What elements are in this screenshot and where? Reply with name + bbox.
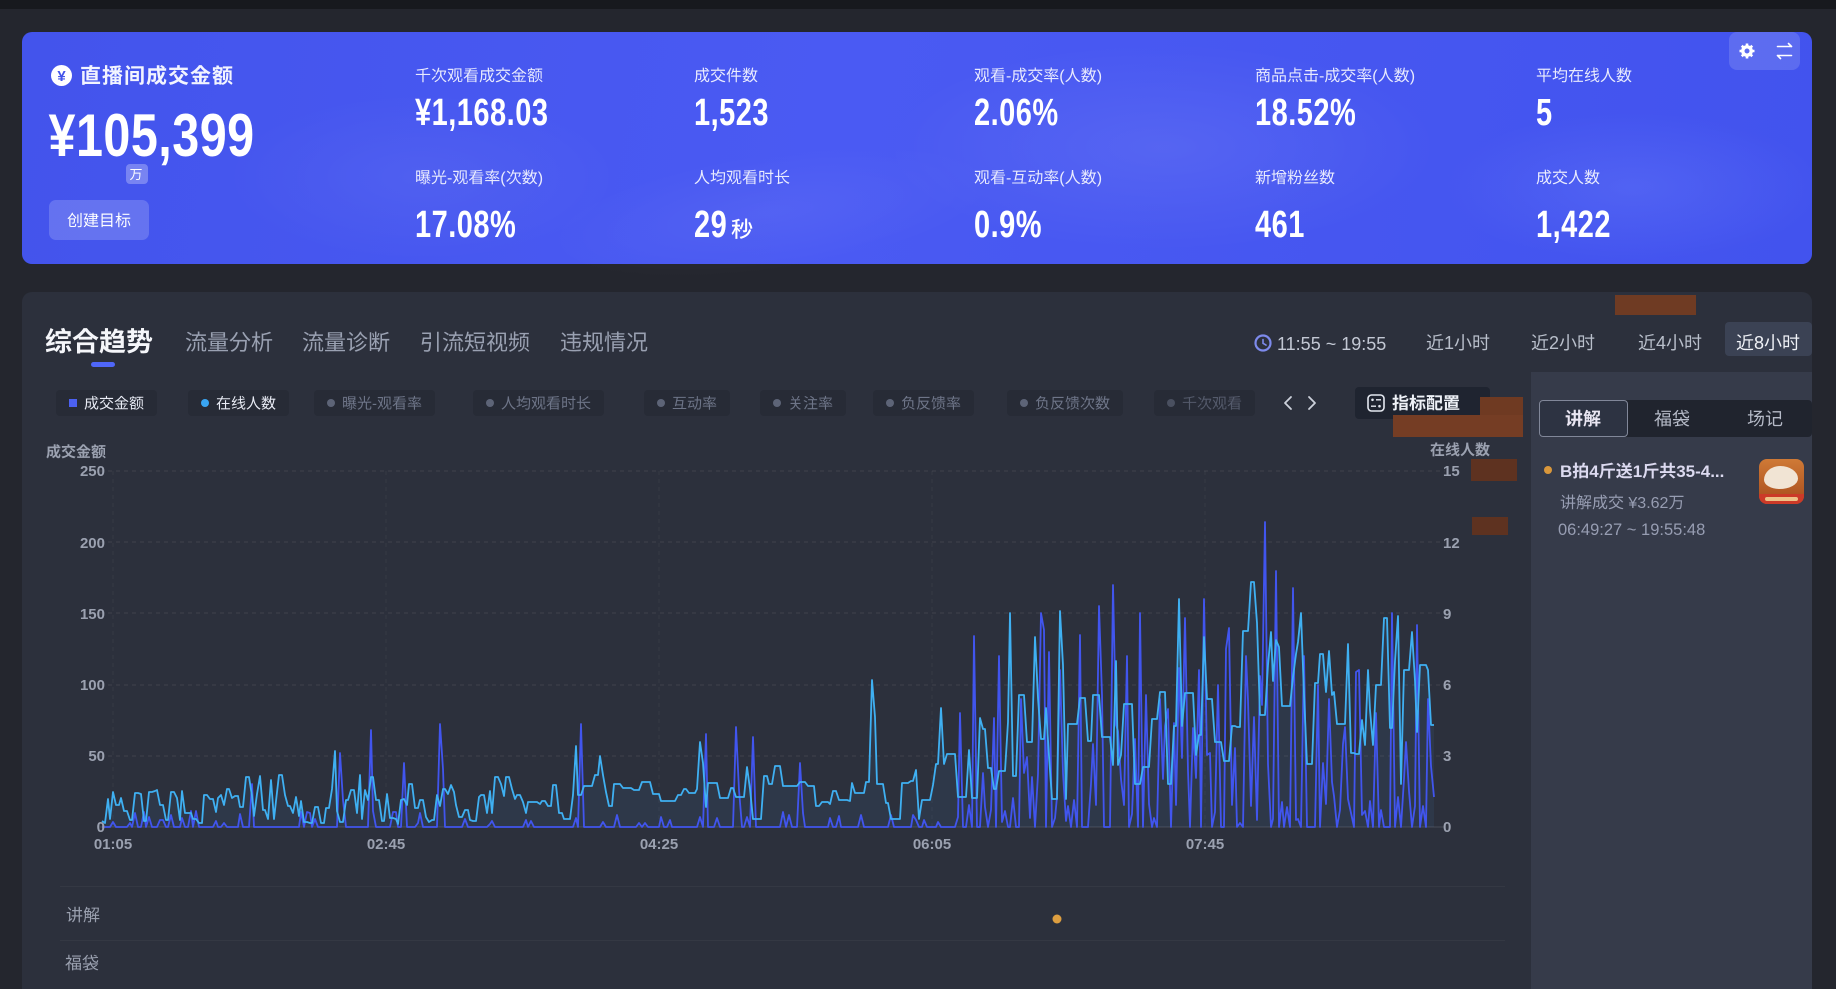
svg-text:1,523: 1,523: [694, 92, 769, 133]
svg-text:¥105,399: ¥105,399: [49, 101, 255, 169]
svg-text:4: 4: [1589, 462, 1599, 481]
svg-text:B: B: [1560, 462, 1572, 481]
svg-text:0: 0: [1443, 819, 1451, 836]
svg-text:1: 1: [1444, 333, 1454, 353]
svg-text:¥: ¥: [57, 68, 66, 85]
svg-text:06:05: 06:05: [913, 836, 951, 853]
svg-text:01:05: 01:05: [94, 836, 132, 853]
svg-text:-: -: [447, 170, 452, 187]
svg-text:5: 5: [1536, 92, 1553, 133]
svg-text:(: (: [1059, 170, 1065, 187]
svg-text:11:55 ~ 19:55: 11:55 ~ 19:55: [1277, 334, 1386, 354]
svg-text:15: 15: [1443, 463, 1460, 480]
svg-text:8: 8: [1754, 333, 1764, 353]
svg-text:06:49:27 ~ 19:55:48: 06:49:27 ~ 19:55:48: [1558, 521, 1705, 539]
svg-text:1: 1: [1633, 462, 1642, 481]
svg-text:3: 3: [1443, 748, 1451, 765]
svg-text:(: (: [1059, 68, 1065, 85]
svg-text:): ): [1097, 170, 1102, 187]
svg-text:(: (: [1372, 68, 1378, 85]
svg-text:250: 250: [80, 463, 105, 480]
svg-text:-: -: [1006, 170, 1011, 187]
svg-text:0.9%: 0.9%: [974, 204, 1042, 245]
svg-text:17.08%: 17.08%: [415, 204, 516, 245]
svg-text:2.06%: 2.06%: [974, 92, 1059, 133]
svg-text:1,422: 1,422: [1536, 204, 1611, 245]
svg-text:¥3.62: ¥3.62: [1627, 495, 1668, 512]
svg-text:18.52%: 18.52%: [1255, 92, 1356, 133]
svg-text:100: 100: [80, 677, 105, 694]
svg-text:-: -: [1319, 68, 1324, 85]
svg-text:9: 9: [1443, 606, 1451, 623]
svg-text:): ): [1097, 68, 1102, 85]
svg-text:35-4...: 35-4...: [1676, 462, 1724, 481]
svg-text:): ): [538, 170, 543, 187]
svg-text:2: 2: [1549, 333, 1559, 353]
svg-text:461: 461: [1255, 204, 1305, 245]
svg-text:6: 6: [1443, 677, 1451, 694]
svg-text:¥1,168.03: ¥1,168.03: [415, 92, 548, 133]
svg-text:04:25: 04:25: [640, 836, 678, 853]
svg-text:29: 29: [694, 204, 727, 245]
svg-text:07:45: 07:45: [1186, 836, 1224, 853]
svg-text:4: 4: [1656, 333, 1666, 353]
svg-text:02:45: 02:45: [367, 836, 405, 853]
svg-text:12: 12: [1443, 535, 1460, 552]
svg-text:-: -: [372, 396, 377, 413]
svg-text:200: 200: [80, 535, 105, 552]
svg-text:150: 150: [80, 606, 105, 623]
svg-text:-: -: [1006, 68, 1011, 85]
svg-text:): ): [1410, 68, 1415, 85]
svg-text:(: (: [500, 170, 506, 187]
svg-text:0: 0: [97, 819, 105, 836]
svg-text:50: 50: [88, 748, 105, 765]
